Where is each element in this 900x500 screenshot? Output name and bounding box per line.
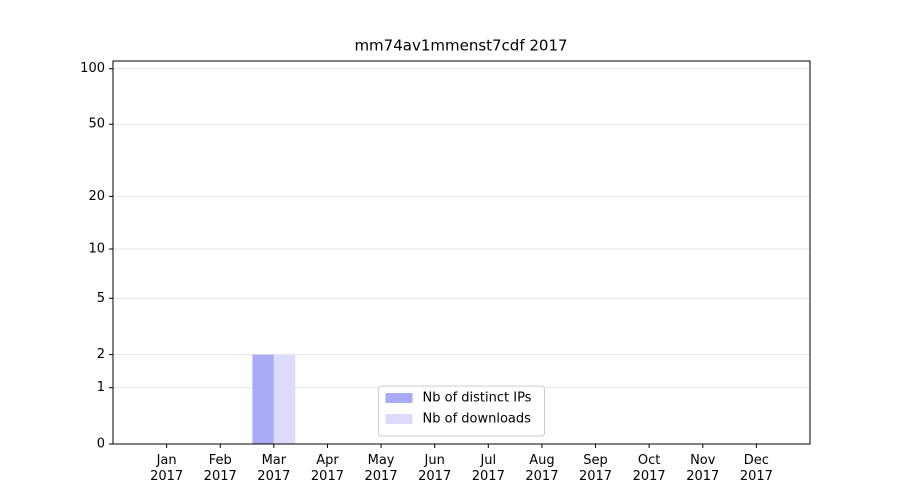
x-tick-label: Jun 2017 — [418, 453, 452, 484]
bar — [252, 354, 274, 444]
x-tick-label: Jul 2017 — [471, 453, 505, 484]
y-tick-label: 50 — [88, 117, 105, 132]
x-tick-label: Sep 2017 — [578, 453, 613, 484]
legend: Nb of distinct IPs Nb of downloads — [378, 385, 545, 437]
chart-title: mm74av1mmenst7cdf 2017 — [354, 37, 567, 55]
legend-swatch — [385, 393, 413, 403]
y-tick-label: 10 — [88, 241, 105, 256]
x-tick-label: Feb 2017 — [203, 453, 237, 484]
y-tick-label: 5 — [97, 291, 105, 306]
legend-swatch — [385, 414, 413, 424]
y-tick-label: 2 — [97, 347, 105, 362]
x-tick-label: Apr 2017 — [310, 453, 344, 484]
x-tick-label: Nov 2017 — [686, 453, 720, 484]
bar — [273, 354, 296, 444]
y-tick-label: 0 — [97, 437, 105, 452]
x-tick-label: Mar 2017 — [257, 453, 291, 484]
x-tick-label: Jan 2017 — [150, 453, 184, 484]
x-tick-label: Dec 2017 — [739, 453, 773, 484]
x-tick-label: May 2017 — [364, 453, 398, 484]
legend-label: Nb of downloads — [423, 412, 532, 427]
legend-label: Nb of distinct IPs — [423, 391, 532, 406]
y-tick-label: 100 — [80, 61, 105, 76]
plot-frame — [112, 60, 811, 445]
legend-box — [378, 385, 545, 437]
y-tick-label: 20 — [88, 189, 105, 204]
x-tick-label: Aug 2017 — [525, 453, 559, 484]
x-tick-label: Oct 2017 — [632, 453, 666, 484]
y-tick-label: 1 — [97, 380, 105, 395]
